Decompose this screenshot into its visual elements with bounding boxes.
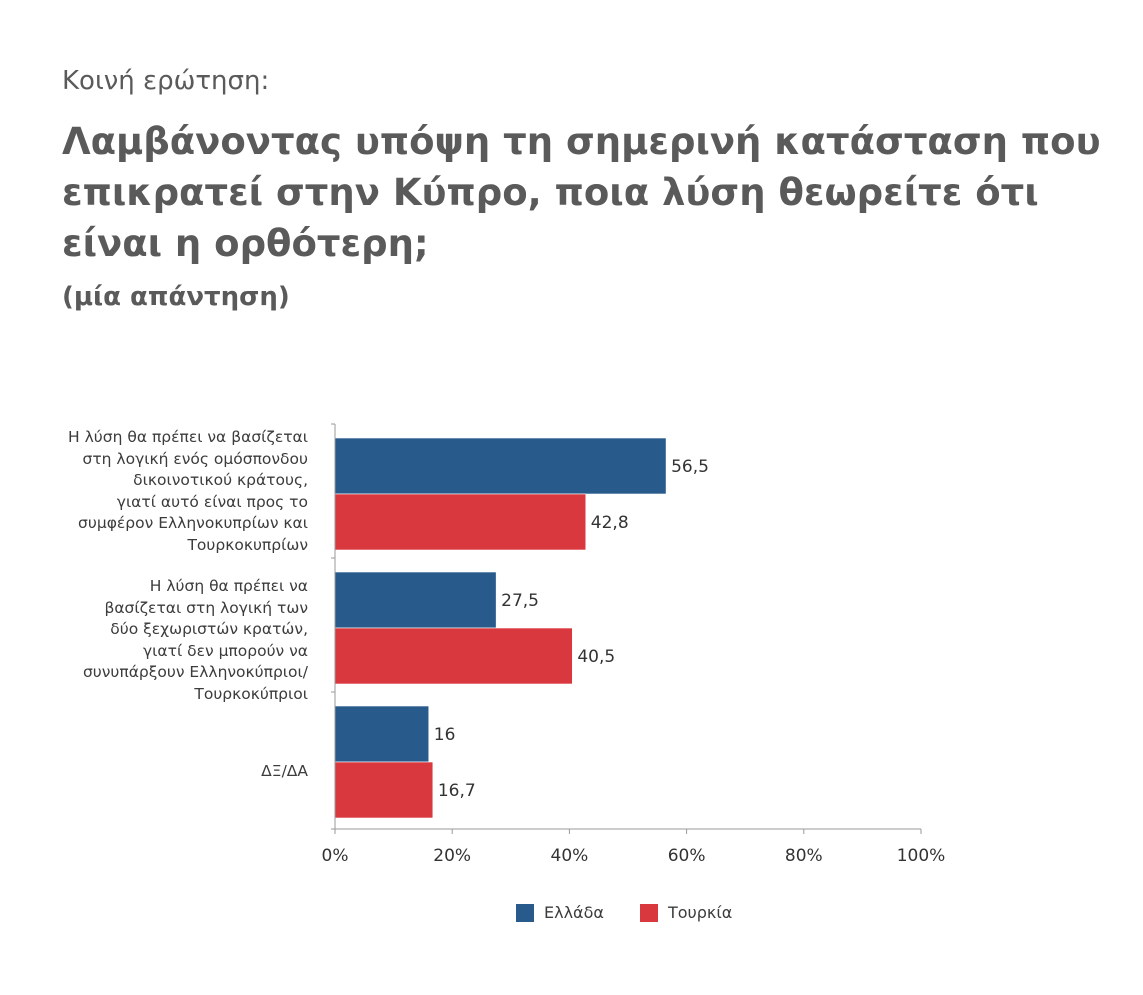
value-label-turkey-0: 42,8 bbox=[591, 513, 629, 533]
category-label-line: ΔΞ/ΔΑ bbox=[261, 762, 308, 780]
legend-item-greece: Ελλάδα bbox=[516, 903, 604, 922]
category-label-line: Η λύση θα πρέπει να bbox=[149, 577, 308, 595]
category-label-line: βασίζεται στη λογική των bbox=[104, 598, 308, 617]
value-label-turkey-1: 40,5 bbox=[577, 647, 615, 667]
category-label-line: δικοινοτικού κράτους, bbox=[133, 471, 308, 489]
category-label-line: Η λύση θα πρέπει να βασίζεται bbox=[68, 428, 308, 446]
x-tick-label-3: 60% bbox=[668, 846, 706, 866]
bar-greece-1 bbox=[334, 571, 497, 629]
bar-turkey-0 bbox=[334, 493, 587, 551]
question-kicker: Κοινή ερώτηση: bbox=[62, 66, 270, 96]
category-label-line: γιατί αυτό είναι προς το bbox=[116, 492, 308, 511]
x-tick-label-2: 40% bbox=[551, 846, 589, 866]
value-label-greece-2: 16 bbox=[434, 725, 456, 745]
x-tick-label-5: 100% bbox=[897, 846, 946, 866]
category-label-line: στη λογική ενός ομόσπονδου bbox=[82, 449, 308, 468]
category-label-line: συμφέρον Ελληνοκυπρίων και bbox=[78, 514, 308, 532]
legend-label-greece: Ελλάδα bbox=[544, 903, 604, 922]
x-tick-label-1: 20% bbox=[433, 846, 471, 866]
category-label-line: συνυπάρξουν Ελληνοκύπριοι/ bbox=[82, 663, 308, 681]
bar-greece-0 bbox=[334, 437, 667, 495]
value-label-greece-0: 56,5 bbox=[671, 457, 709, 477]
chart-legend: Ελλάδα Τουρκία bbox=[516, 903, 768, 922]
legend-item-turkey: Τουρκία bbox=[639, 903, 733, 922]
value-label-greece-1: 27,5 bbox=[501, 591, 539, 611]
category-label-line: Τουρκοκυπρίων bbox=[187, 535, 308, 554]
category-label-line: γιατί δεν μπορούν να bbox=[142, 641, 308, 660]
question-title: Λαμβάνοντας υπόψη τη σημερινή κατάσταση … bbox=[62, 120, 1101, 265]
value-label-turkey-2: 16,7 bbox=[438, 781, 476, 801]
category-label-1: Η λύση θα πρέπει να βασίζεται στη λογική … bbox=[30, 576, 308, 705]
category-label-line: δύο ξεχωριστών κρατών, bbox=[110, 620, 308, 638]
legend-label-turkey: Τουρκία bbox=[667, 903, 733, 922]
bar-greece-2 bbox=[334, 705, 430, 763]
legend-swatch-greece bbox=[516, 903, 534, 922]
category-label-2: ΔΞ/ΔΑ bbox=[30, 761, 308, 783]
category-label-line: Τουρκοκύπριοι bbox=[194, 684, 308, 703]
x-tick-label-4: 80% bbox=[785, 846, 823, 866]
category-label-0: Η λύση θα πρέπει να βασίζεται στη λογική … bbox=[30, 427, 308, 556]
answer-note: (μία απάντηση) bbox=[62, 282, 290, 312]
bar-turkey-2 bbox=[334, 761, 434, 819]
bar-turkey-1 bbox=[334, 627, 573, 685]
x-tick-label-0: 0% bbox=[322, 846, 349, 866]
legend-swatch-turkey bbox=[639, 903, 658, 922]
